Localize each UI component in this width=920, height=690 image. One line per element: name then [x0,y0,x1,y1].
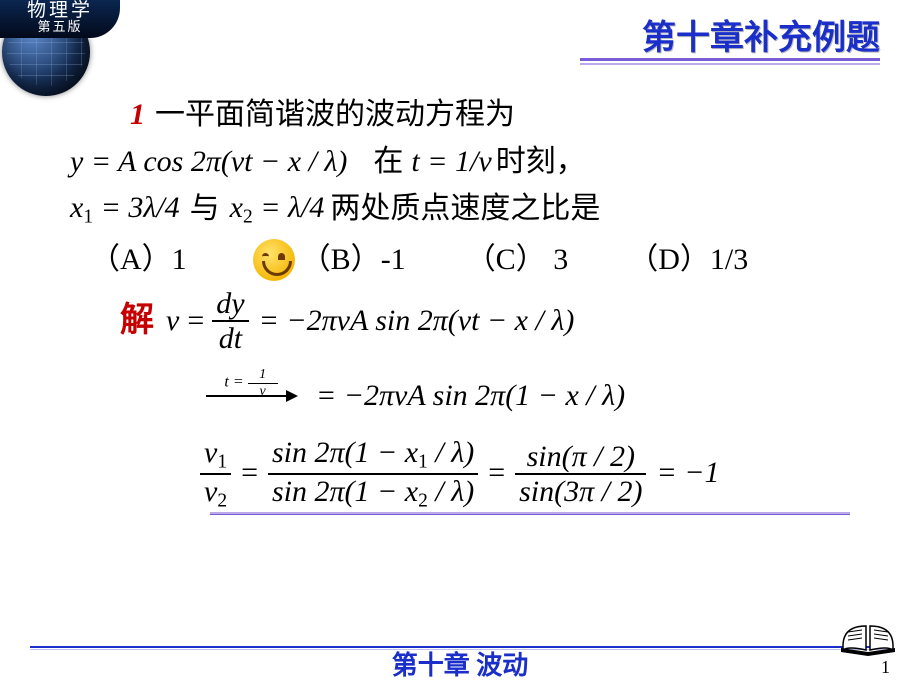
page-number: 1 [881,657,890,678]
ratio-lhs: v1 v2 [200,436,231,512]
answer-options: （A）1 （B）-1 （C） 3 （D）1/3 [90,237,880,284]
velocity-rhs1: = −2πνA sin 2π(νt − x / λ) [259,298,575,345]
book-badge: 物理学 第五版 [0,0,120,38]
option-a: （A）1 [90,237,187,284]
option-d: （D）1/3 [628,237,748,284]
header-badge: 物理学 第五版 [0,0,110,84]
book-title: 物理学 [0,2,120,20]
ratio-result: = −1 [656,450,719,497]
option-c: （C） 3 [466,237,569,284]
time-suffix: 时刻， [496,139,586,186]
problem-number: 1 [130,92,145,139]
ratio-mid: sin 2π(1 − x1 / λ) sin 2π(1 − x2 / λ) [268,436,478,512]
chapter-title: 第十章补充例题 [642,10,880,59]
thinking-emoji-icon [253,239,295,281]
chapter-underline [580,58,880,61]
result-underline [210,512,850,515]
dy-dt-fraction: dy dt [212,287,248,355]
arrow-over-label: t = 1 ν [206,367,296,399]
problem-content: 1 一平面简谐波的波动方程为 y = A cos 2π(νt − x / λ) … [70,92,880,515]
at-text: 在 [373,139,403,186]
book-subtitle: 第五版 [0,20,120,34]
option-b: （B）-1 [301,237,406,284]
velocity-rhs2: = −2πνA sin 2π(1 − x / λ) [316,373,625,420]
solution-label: 解 [120,295,154,348]
substitution-arrow: t = 1 ν [206,395,296,397]
footer-text: 第十章 波动 [0,645,920,682]
ratio-rhs: sin(π / 2) sin(3π / 2) [515,440,646,508]
tail-text: 两处质点速度之比是 [330,186,600,233]
problem-line1: 一平面简谐波的波动方程为 [155,92,515,139]
join-text: 与 [190,186,220,233]
